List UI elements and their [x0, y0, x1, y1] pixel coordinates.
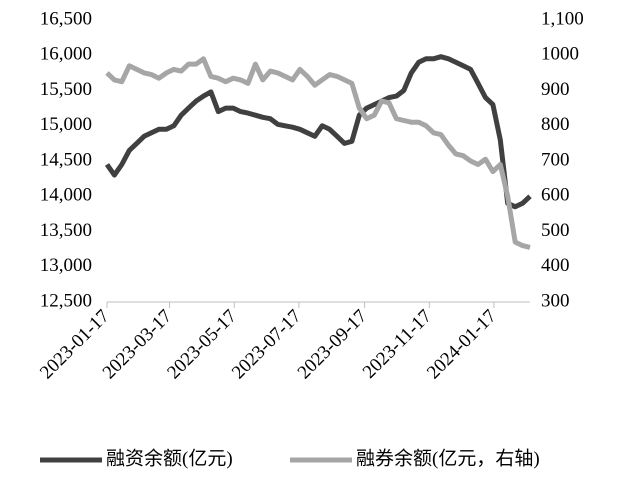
legend-label: 融资余额(亿元) [106, 447, 233, 469]
y-tick-label: 15,500 [40, 79, 92, 100]
series-line [105, 56, 531, 250]
y-tick-label: 16,500 [40, 8, 92, 29]
legend-label: 融券余额(亿元，右轴) [356, 447, 540, 469]
y2-tick-label: 300 [541, 290, 570, 311]
y-tick-label: 14,500 [40, 149, 92, 170]
y2-tick-label: 700 [541, 149, 570, 170]
y2-tick-label: 400 [541, 255, 570, 276]
y-tick-label: 16,000 [40, 44, 92, 65]
x-tick-label: 2023-07-17 [228, 306, 306, 384]
y2-tick-label: 1,100 [541, 8, 584, 29]
y-tick-label: 13,000 [40, 255, 92, 276]
y2-tick-label: 800 [541, 114, 570, 135]
y-tick-label: 14,000 [40, 185, 92, 206]
series-line [104, 54, 532, 210]
x-tick-label: 2024-01-17 [423, 306, 501, 384]
y2-tick-label: 1000 [541, 44, 579, 65]
y-tick-label: 15,000 [40, 114, 92, 135]
x-tick-label: 2023-11-17 [359, 306, 436, 383]
y2-tick-label: 900 [541, 79, 570, 100]
y-tick-label: 12,500 [40, 290, 92, 311]
y2-tick-label: 500 [541, 220, 570, 241]
x-tick-label: 2023-09-17 [294, 306, 372, 384]
y-tick-label: 13,500 [40, 220, 92, 241]
y2-tick-label: 600 [541, 185, 570, 206]
x-tick-label: 2023-05-17 [163, 306, 241, 384]
